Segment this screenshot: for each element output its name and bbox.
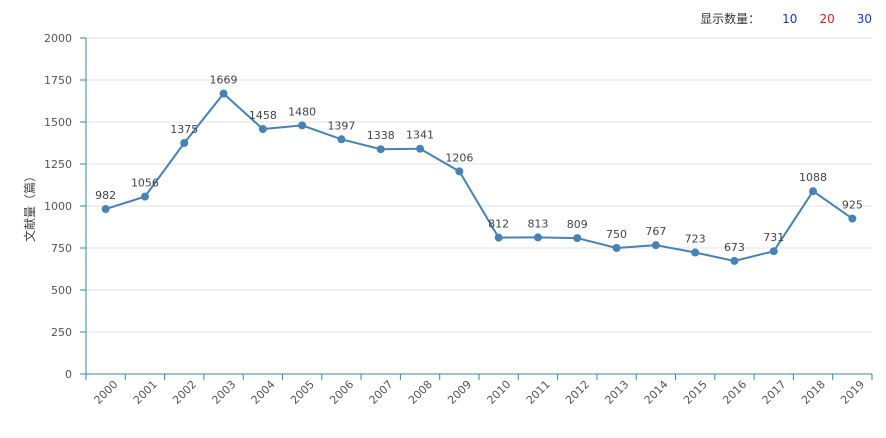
x-tick-label-2003: 2003 — [209, 378, 238, 407]
data-label-2000: 982 — [95, 189, 116, 202]
data-label-2017: 731 — [763, 231, 784, 244]
data-label-2018: 1088 — [799, 171, 827, 184]
y-axis-title: 文献量（篇） — [22, 170, 37, 242]
x-tick-label-2000: 2000 — [92, 378, 121, 407]
data-point-2007 — [376, 145, 385, 154]
data-label-2011: 813 — [527, 217, 548, 230]
data-points — [101, 89, 857, 265]
x-tick-label-2008: 2008 — [406, 378, 435, 407]
data-label-2005: 1480 — [288, 105, 316, 118]
data-point-2008 — [416, 144, 425, 153]
data-label-2007: 1338 — [367, 129, 395, 142]
data-point-2011 — [533, 233, 542, 242]
x-tick-label-2019: 2019 — [838, 378, 867, 407]
data-label-2006: 1397 — [327, 119, 355, 132]
x-tick-label-2004: 2004 — [249, 378, 278, 407]
data-label-2004: 1458 — [249, 109, 277, 122]
display-count-option-30[interactable]: 30 — [856, 11, 872, 26]
x-tick-label-2013: 2013 — [602, 378, 631, 407]
x-tick-label-2001: 2001 — [131, 378, 160, 407]
data-label-2015: 723 — [685, 233, 706, 246]
data-point-2014 — [651, 241, 660, 250]
series-line — [105, 92, 853, 262]
y-tick-label-1750: 1750 — [44, 74, 72, 87]
y-tick-label-500: 500 — [51, 284, 72, 297]
y-tick-label-1000: 1000 — [44, 200, 72, 213]
data-point-2012 — [573, 234, 582, 243]
data-point-2015 — [691, 248, 700, 257]
data-point-2019 — [848, 214, 857, 223]
y-axis-ticks: 0 250 500 750 1000 1250 1500 1750 2000 — [44, 32, 86, 381]
data-point-2005 — [298, 121, 307, 130]
data-point-2006 — [337, 135, 346, 144]
data-point-2010 — [494, 233, 503, 242]
y-tick-label-0: 0 — [65, 368, 72, 381]
display-count-option-10[interactable]: 10 — [782, 11, 798, 26]
y-tick-label-1500: 1500 — [44, 116, 72, 129]
data-label-2008: 1341 — [406, 129, 434, 142]
x-axis-ticks: 2000 2001 2002 2003 2004 2005 2006 2007 2008 2009… — [85, 374, 873, 407]
y-tick-label-1250: 1250 — [44, 158, 72, 171]
data-label-2002: 1375 — [170, 123, 198, 136]
x-tick-label-2007: 2007 — [367, 378, 396, 407]
x-tick-label-2006: 2006 — [327, 378, 356, 407]
x-tick-label-2017: 2017 — [760, 378, 789, 407]
data-label-2001: 1056 — [131, 177, 159, 190]
x-tick-label-2018: 2018 — [799, 378, 828, 407]
x-tick-label-2002: 2002 — [170, 378, 199, 407]
data-point-2001 — [140, 192, 149, 201]
x-tick-label-2009: 2009 — [445, 378, 474, 407]
display-count-option-20[interactable]: 20 — [819, 11, 835, 26]
data-point-2017 — [769, 247, 778, 256]
x-tick-label-2010: 2010 — [485, 378, 514, 407]
data-point-2004 — [258, 125, 267, 134]
data-label-2014: 767 — [645, 225, 666, 238]
data-label-2010: 812 — [488, 218, 509, 231]
x-tick-label-2016: 2016 — [720, 378, 749, 407]
data-point-2000 — [101, 205, 110, 214]
data-label-2013: 750 — [606, 228, 627, 241]
x-tick-label-2014: 2014 — [642, 378, 671, 407]
data-point-2013 — [612, 244, 621, 252]
data-point-2009 — [455, 167, 464, 176]
display-count-label: 显示数量： — [700, 12, 761, 26]
x-tick-label-2015: 2015 — [681, 378, 710, 407]
display-count-toolbar: 显示数量： 10 20 30 — [700, 10, 872, 27]
data-point-2016 — [730, 256, 739, 265]
data-point-2018 — [809, 187, 818, 196]
data-point-2002 — [180, 139, 189, 147]
x-tick-label-2011: 2011 — [524, 378, 553, 407]
data-label-2016: 673 — [724, 241, 745, 254]
x-tick-label-2005: 2005 — [288, 378, 317, 407]
data-label-2003: 1669 — [210, 74, 238, 87]
data-label-2019: 925 — [842, 199, 863, 212]
data-label-2012: 809 — [567, 218, 588, 231]
y-tick-label-250: 250 — [51, 326, 72, 339]
data-point-2003 — [219, 89, 228, 98]
x-tick-label-2012: 2012 — [563, 378, 592, 407]
data-label-2009: 1206 — [445, 151, 473, 164]
y-tick-label-750: 750 — [51, 242, 72, 255]
y-tick-label-2000: 2000 — [44, 32, 72, 45]
data-labels: 982 1056 1375 1669 1458 1480 1397 1338 1341 1206 8… — [95, 74, 863, 254]
grid-lines — [86, 37, 872, 333]
